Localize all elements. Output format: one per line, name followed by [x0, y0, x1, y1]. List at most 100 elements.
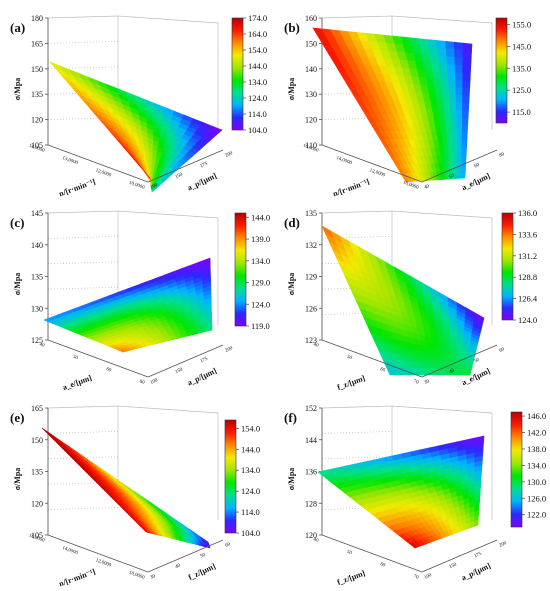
x-tick-label: 40 — [313, 342, 320, 349]
surface-cell — [445, 124, 453, 134]
colorbar-tick-label: 142.0 — [527, 428, 546, 438]
colorbar — [224, 419, 237, 534]
surface-cell — [470, 520, 475, 529]
colorbar-tick-label: 145.0 — [512, 41, 531, 51]
z-tick-label: 150 — [31, 436, 43, 445]
x-tick-label: 14,0000 — [61, 546, 78, 556]
surface-cell — [435, 93, 444, 103]
surface-cell — [461, 125, 469, 134]
surface-cell — [454, 72, 464, 81]
z-axis-label: σ/Mpa — [287, 468, 296, 491]
colorbar-tick-label: 122.0 — [527, 510, 546, 520]
surface-cell — [452, 140, 458, 149]
x-tick-label: 70 — [413, 379, 420, 386]
colorbar-tick-label: 139.0 — [251, 234, 270, 244]
x-tick-label: 16,0000 — [28, 534, 45, 544]
surface-cell — [441, 86, 450, 96]
surface — [41, 427, 211, 549]
z-tick-label: 120 — [31, 499, 43, 508]
x-axis — [321, 534, 423, 573]
surface-cell — [465, 367, 472, 373]
surface-cell — [462, 50, 472, 60]
surface-cell — [453, 41, 464, 51]
surface-cell — [466, 522, 472, 530]
surface-cell — [451, 132, 458, 141]
colorbar — [501, 212, 514, 321]
gridline — [47, 507, 119, 510]
surface — [312, 27, 473, 183]
y-tick-label: 50 — [449, 173, 456, 180]
panel-label: (a) — [10, 20, 25, 35]
colorbar-tick-label: 154.0 — [248, 45, 267, 55]
y-tick-label: 60 — [225, 542, 232, 549]
y-axis-label: a_p/[μm] — [186, 366, 218, 387]
colorbar-tick-label: 134.0 — [251, 256, 270, 266]
z-tick-label: 165 — [31, 39, 43, 48]
surface-cell — [462, 72, 471, 82]
surface-cell — [462, 57, 472, 67]
surface-cell — [456, 132, 463, 142]
gridline — [47, 236, 119, 239]
surface-cell — [451, 124, 458, 134]
x-axis — [321, 339, 423, 378]
y-tick-label: 200 — [225, 346, 234, 354]
colorbar-tick-label: 144.0 — [241, 444, 260, 454]
z-tick-label: 135 — [31, 90, 43, 99]
surface-cell — [454, 49, 464, 59]
colorbar-tick-label: 134.0 — [241, 465, 260, 475]
z-tick-label: 152 — [305, 404, 317, 413]
colorbar — [495, 17, 508, 124]
gridline — [47, 261, 119, 265]
surface-cell — [454, 64, 464, 74]
colorbar-tick-label: 125.0 — [512, 85, 531, 95]
surface-cell — [440, 78, 450, 88]
x-axis — [47, 534, 149, 573]
surface-cell — [462, 110, 469, 119]
z-tick-label: 110 — [305, 141, 317, 150]
surface-cell — [445, 40, 455, 51]
colorbar-tick-label: 131.2 — [518, 251, 537, 261]
surface-cell — [443, 101, 451, 111]
surface-cell — [429, 54, 440, 64]
surface-cell — [461, 155, 467, 164]
z-axis-label: σ/Mpa — [13, 273, 22, 296]
colorbar-tick-label: 119.0 — [251, 321, 270, 331]
colorbar-tick-label: 114.0 — [241, 507, 260, 517]
surface-cell — [437, 108, 446, 118]
colorbar-tick-label: 104.0 — [248, 125, 267, 135]
surface-cell — [460, 370, 467, 376]
gridline — [47, 431, 119, 434]
y-tick-label: 40 — [424, 184, 431, 191]
panel-f: (f) 120 128 136 144 152 σ/Mpa 40 50 60 70 100 150 175… — [284, 404, 546, 587]
surface-cell — [465, 371, 472, 376]
x-tick-label: 14,0000 — [28, 144, 45, 154]
y-axis — [421, 344, 498, 378]
surface-cell — [457, 155, 463, 164]
surface-cell — [454, 170, 459, 180]
surface-cell — [456, 370, 462, 376]
x-tick-label: 50 — [72, 355, 79, 362]
x-tick-label: 12,0000 — [95, 558, 112, 568]
surface-cell — [449, 102, 457, 111]
colorbar-tick-label: 115.0 — [512, 107, 531, 117]
z-tick-label: 105 — [31, 531, 43, 540]
surface-cell — [427, 39, 438, 49]
surface-cell — [456, 109, 463, 119]
y-axis — [421, 539, 498, 573]
x-axis — [321, 144, 423, 183]
z-tick-label: 130 — [305, 90, 317, 99]
z-tick-label: 120 — [31, 116, 43, 125]
panel-label: (b) — [284, 20, 300, 35]
surface-cell — [462, 42, 473, 52]
surface-cell — [432, 70, 442, 80]
panel-label: (c) — [10, 215, 24, 230]
surface-cell — [439, 70, 449, 80]
x-tick-label: 13,0000 — [61, 156, 78, 166]
z-tick-label: 150 — [31, 65, 43, 74]
x-tick-label: 40 — [313, 537, 320, 544]
y-tick-label: 175 — [200, 162, 209, 170]
surface-cell — [462, 65, 472, 75]
z-tick-label: 144 — [305, 436, 317, 445]
colorbar-tick-label: 154.0 — [241, 423, 260, 433]
y-tick-label: 175 — [474, 552, 483, 560]
